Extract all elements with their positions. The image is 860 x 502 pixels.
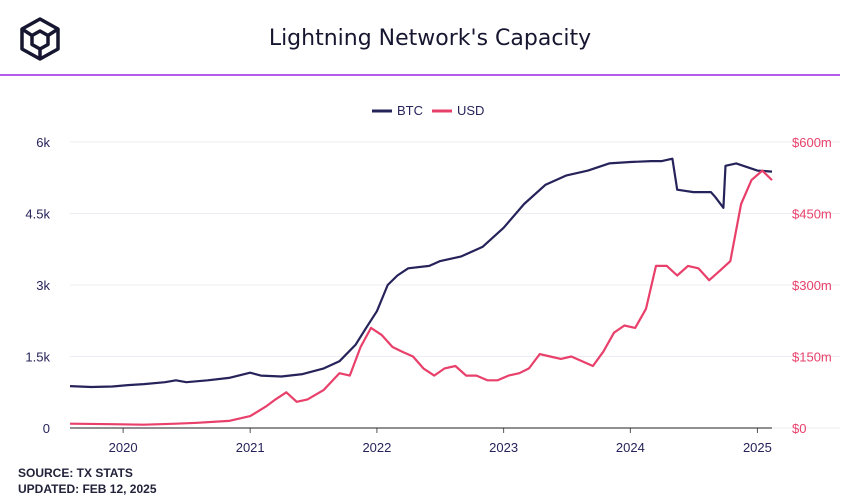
x-axis-ticks: 2020 2021 2022 2023 2024 2025 [70, 427, 772, 455]
legend: BTC USD [372, 103, 484, 118]
right-tick-label: $150m [792, 350, 832, 365]
x-tick-label: 2023 [489, 440, 518, 455]
chart-area: 0 1.5k 3k 4.5k 6k $0 $150m $300m $450m $600m 202… [25, 103, 840, 455]
chart-title: Lightning Network's Capacity [268, 26, 592, 51]
left-axis-ticks: 0 1.5k 3k 4.5k 6k [25, 135, 50, 436]
x-tick-label: 2025 [743, 440, 772, 455]
x-tick-label: 2022 [362, 440, 391, 455]
left-tick-label: 1.5k [25, 350, 50, 365]
left-tick-label: 6k [36, 135, 50, 150]
right-tick-label: $0 [792, 421, 806, 436]
cube-logo-icon [20, 17, 60, 61]
right-tick-label: $450m [792, 207, 832, 222]
right-tick-label: $600m [792, 135, 832, 150]
right-axis-ticks: $0 $150m $300m $450m $600m [792, 135, 832, 436]
x-tick-label: 2020 [109, 440, 138, 455]
series-line-btc [69, 157, 773, 389]
updated-label: UPDATED: FEB 12, 2025 [18, 482, 157, 496]
footer: SOURCE: TX STATS UPDATED: FEB 12, 2025 [18, 465, 157, 497]
right-tick-label: $300m [792, 278, 832, 293]
title-divider [0, 74, 840, 76]
x-tick-label: 2021 [236, 440, 265, 455]
x-tick-label: 2024 [616, 440, 645, 455]
series-line-usd [69, 169, 773, 426]
left-tick-label: 0 [43, 421, 50, 436]
legend-label-usd: USD [457, 103, 484, 118]
left-tick-label: 4.5k [25, 207, 50, 222]
left-tick-label: 3k [36, 278, 50, 293]
series-lines [69, 157, 773, 426]
legend-label-btc: BTC [397, 103, 423, 118]
source-label: SOURCE: TX STATS [18, 466, 133, 480]
